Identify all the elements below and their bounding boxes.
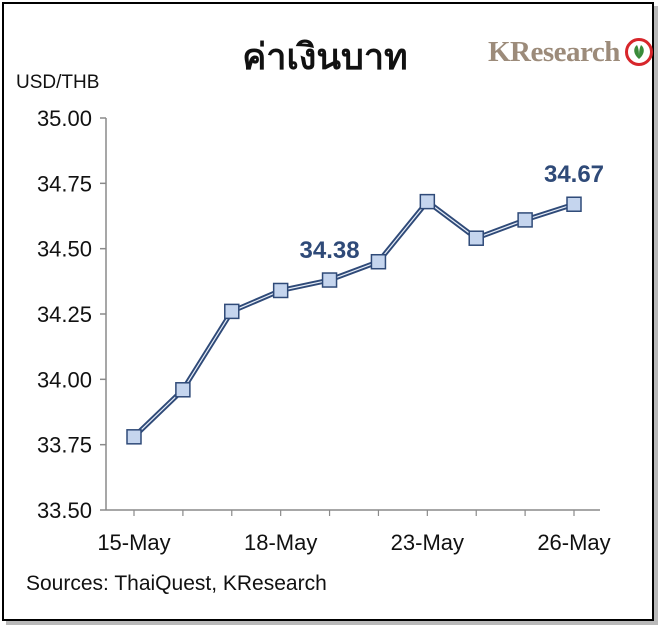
y-axis-label: USD/THB	[16, 72, 100, 93]
x-tick-labels: 15-May 18-May 23-May 26-May	[97, 530, 610, 555]
data-point	[468, 230, 484, 246]
markers	[126, 193, 582, 445]
data-label: 34.67	[544, 161, 604, 188]
data-point	[175, 382, 191, 398]
data-point	[321, 272, 338, 288]
data-point	[370, 253, 387, 270]
y-tick-label: 34.50	[37, 237, 92, 262]
source-note: Sources: ThaiQuest, KResearch	[26, 572, 327, 595]
data-labels: 34.38 34.67	[300, 161, 605, 264]
data-point	[517, 212, 533, 228]
x-tick-label: 18-May	[244, 530, 317, 555]
chart-title: ค่าเงินบาท	[242, 37, 408, 78]
y-tick-label: 34.00	[37, 367, 92, 392]
y-tick-label: 35.00	[37, 106, 92, 131]
y-tick-label: 33.50	[37, 498, 92, 523]
brand-logo: KResearch	[488, 34, 654, 70]
series-line-highlight	[133, 201, 575, 438]
data-point	[224, 303, 240, 320]
data-label: 34.38	[300, 237, 360, 264]
chart-frame	[2, 2, 654, 621]
axes	[100, 117, 600, 516]
x-tick-label: 15-May	[97, 530, 170, 555]
x-tick-label: 23-May	[391, 530, 464, 555]
brand-text: KResearch	[488, 35, 620, 68]
x-tick-label: 26-May	[537, 530, 610, 555]
data-point	[566, 196, 582, 212]
series-usd-thb	[132, 199, 575, 439]
brand-mark-icon	[624, 38, 653, 66]
data-point	[419, 193, 436, 210]
data-point	[272, 282, 289, 299]
y-tick-label: 33.75	[37, 433, 92, 458]
y-tick-label: 34.25	[37, 302, 92, 327]
y-tick-labels: 35.00 34.75 34.50 34.25 34.00 33.75 33.50	[37, 106, 92, 523]
data-point	[126, 429, 142, 445]
y-tick-label: 34.75	[37, 171, 92, 196]
